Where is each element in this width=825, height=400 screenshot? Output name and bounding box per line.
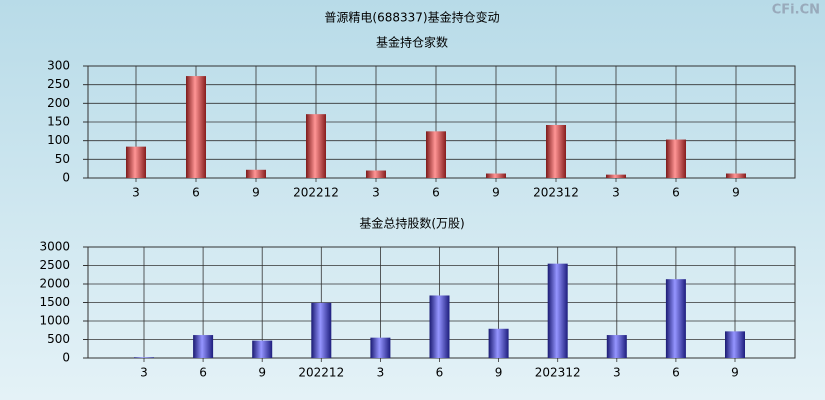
y-tick-label: 50: [55, 152, 70, 166]
y-tick-label: 150: [47, 115, 70, 129]
y-tick-label: 250: [47, 77, 70, 91]
bar: [486, 173, 506, 178]
x-tick-label: 9: [731, 366, 739, 380]
y-tick-label: 2000: [39, 277, 70, 291]
bar: [606, 335, 627, 358]
bar: [126, 146, 146, 178]
x-tick-label: 6: [672, 366, 680, 380]
bar: [546, 124, 566, 178]
x-tick-label: 202212: [298, 366, 344, 380]
x-tick-label: 9: [258, 366, 266, 380]
bar: [306, 114, 326, 178]
bar: [665, 279, 686, 358]
bar: [426, 131, 446, 178]
y-tick-label: 300: [47, 59, 70, 73]
x-tick-label: 6: [672, 186, 680, 200]
bar: [429, 295, 450, 358]
y-tick-label: 3000: [39, 240, 70, 254]
bar: [725, 331, 745, 358]
bar: [488, 328, 509, 358]
x-tick-label: 202312: [533, 186, 579, 200]
bar: [252, 340, 273, 358]
x-tick-label: 6: [436, 366, 444, 380]
y-tick-label: 1000: [39, 314, 70, 328]
x-tick-label: 9: [495, 366, 503, 380]
page-title: 普源精电(688337)基金持仓变动: [324, 10, 499, 25]
bar: [666, 139, 686, 178]
x-tick-label: 9: [732, 186, 740, 200]
bar: [134, 357, 154, 358]
watermark: CFi.CN: [772, 3, 820, 18]
bar: [193, 335, 214, 358]
x-tick-label: 3: [372, 186, 380, 200]
x-tick-label: 6: [192, 186, 200, 200]
bar: [186, 76, 206, 178]
bar: [370, 337, 391, 358]
y-tick-label: 100: [47, 133, 70, 147]
x-tick-label: 3: [613, 366, 621, 380]
x-tick-label: 202212: [293, 186, 339, 200]
x-tick-label: 202312: [535, 366, 581, 380]
x-tick-label: 6: [199, 366, 207, 380]
x-tick-label: 9: [492, 186, 500, 200]
y-tick-label: 0: [62, 351, 70, 365]
bar: [726, 173, 746, 178]
bar: [246, 169, 266, 178]
y-tick-label: 200: [47, 96, 70, 110]
chart-title: 基金持仓家数: [376, 35, 448, 50]
x-tick-label: 9: [252, 186, 260, 200]
bar: [606, 174, 626, 178]
x-tick-label: 3: [132, 186, 140, 200]
bar: [366, 170, 386, 178]
bar: [311, 302, 332, 358]
x-tick-label: 3: [140, 366, 148, 380]
x-tick-label: 6: [432, 186, 440, 200]
chart-title: 基金总持股数(万股): [359, 216, 464, 231]
y-tick-label: 2500: [39, 258, 70, 272]
y-tick-label: 0: [62, 171, 70, 185]
bar: [547, 263, 568, 358]
x-tick-label: 3: [377, 366, 385, 380]
x-tick-label: 3: [612, 186, 620, 200]
y-tick-label: 500: [47, 332, 70, 346]
y-tick-label: 1500: [39, 295, 70, 309]
